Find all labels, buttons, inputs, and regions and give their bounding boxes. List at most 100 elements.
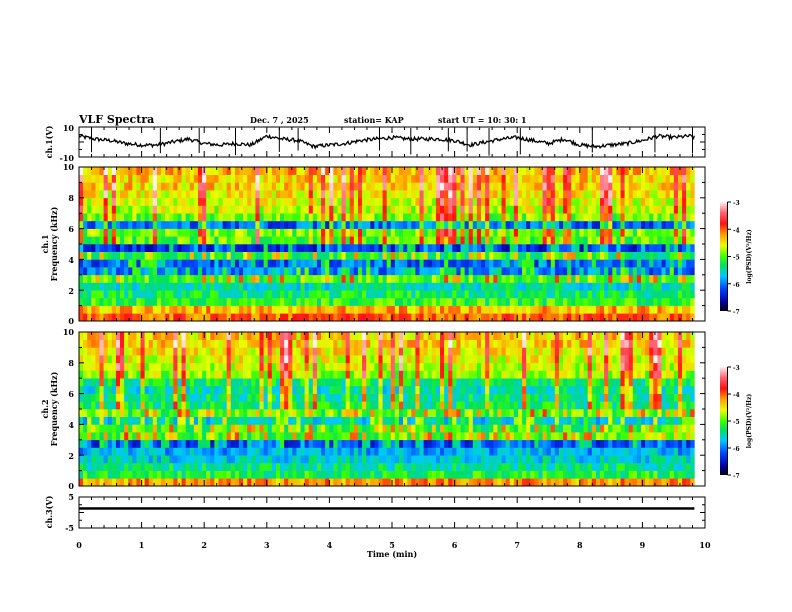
spectrogram-cell xyxy=(329,432,334,441)
spectrogram-cell xyxy=(288,409,293,417)
spectrogram-cell xyxy=(197,305,203,314)
spectrogram-cell xyxy=(563,228,568,237)
spectrogram-cell xyxy=(677,274,683,283)
spectrogram-cell xyxy=(419,236,424,245)
spectrogram-cell xyxy=(197,267,203,276)
spectrogram-cell xyxy=(394,424,400,433)
spectrogram-cell xyxy=(403,236,408,245)
spectrogram-cell xyxy=(95,228,100,237)
spectrogram-cell xyxy=(115,355,121,364)
spectrogram-cell xyxy=(193,462,199,471)
spectrogram-cell xyxy=(234,274,240,283)
spectrogram-cell xyxy=(419,297,424,306)
spectrogram-cell xyxy=(362,401,367,410)
spectrogram-cell xyxy=(206,290,211,299)
spectrogram-cell xyxy=(505,282,511,291)
spectrogram-cell xyxy=(538,174,543,183)
spectrogram-cell xyxy=(398,282,404,291)
spectrogram-cell xyxy=(91,447,96,456)
spectrogram-cell xyxy=(292,305,297,314)
spectrogram-cell xyxy=(197,447,203,456)
spectrogram-cell xyxy=(390,167,396,175)
spectrogram-cell xyxy=(144,332,150,340)
spectrogram-cell xyxy=(542,305,547,314)
spectrogram-cell xyxy=(296,370,301,379)
spectrogram-cell xyxy=(243,347,248,356)
spectrogram-cell xyxy=(152,267,158,276)
spectrogram-cell xyxy=(247,401,252,410)
spectrogram-cell xyxy=(120,251,125,260)
spectrogram-cell xyxy=(284,393,289,402)
spectrogram-cell xyxy=(378,455,383,464)
spectrogram-cell xyxy=(452,197,457,206)
spectrogram-cell xyxy=(288,478,293,487)
spectrogram-cell xyxy=(370,267,375,276)
spectrogram-cell xyxy=(440,197,445,206)
spectrogram-cell xyxy=(378,378,383,387)
spectrogram-cell xyxy=(218,401,223,410)
spectrogram-cell xyxy=(202,462,207,471)
spectrogram-cell xyxy=(263,339,269,348)
spectrogram-cell xyxy=(628,167,634,175)
spectrogram-cell xyxy=(444,174,449,183)
spectrogram-cell xyxy=(120,174,125,183)
spectrogram-cell xyxy=(567,182,572,191)
spectrogram-cell xyxy=(280,251,285,260)
spectrogram-cell xyxy=(493,205,498,214)
date-label: Dec. 7 , 2025 xyxy=(250,115,309,125)
spectrogram-cell xyxy=(472,313,478,322)
spectrogram-cell xyxy=(103,362,109,371)
spectrogram-cell xyxy=(595,182,601,191)
spectrogram-cell xyxy=(333,182,338,191)
spectrogram-cell xyxy=(132,339,137,348)
spectrogram-cell xyxy=(156,251,162,260)
spectrogram-cell xyxy=(427,470,433,479)
spectrogram-cell xyxy=(173,236,178,245)
spectrogram-cell xyxy=(226,401,232,410)
spectrogram-cell xyxy=(222,332,227,340)
spectrogram-cell xyxy=(271,182,277,191)
spectrogram-cell xyxy=(554,205,560,214)
spectrogram-cell xyxy=(91,259,96,268)
spectrogram-cell xyxy=(193,251,199,260)
spectrogram-cell xyxy=(370,305,375,314)
spectrogram-cell xyxy=(292,313,297,322)
spectrogram-cell xyxy=(234,370,240,379)
spectrogram-cell xyxy=(411,244,416,252)
spectrogram-cell xyxy=(341,167,346,175)
spectrogram-cell xyxy=(173,470,178,479)
spectrogram-cell xyxy=(398,378,404,387)
spectrogram-cell xyxy=(222,439,227,448)
spectrogram-cell xyxy=(673,313,679,322)
spectrogram-cell xyxy=(554,313,560,322)
spectrogram-cell xyxy=(394,182,400,191)
spectrogram-cell xyxy=(382,313,387,322)
spectrogram-cell xyxy=(386,236,392,245)
spectrogram-cell xyxy=(243,282,248,291)
spectrogram-cell xyxy=(554,174,560,183)
spectrogram-cell xyxy=(517,182,523,191)
spectrogram-cell xyxy=(501,290,506,299)
spectrogram-cell xyxy=(378,362,383,371)
spectrogram-cell xyxy=(115,455,121,464)
spectrogram-cell xyxy=(247,385,252,394)
spectrogram-cell xyxy=(284,267,289,276)
spectrogram-cell xyxy=(464,290,470,299)
spectrogram-cell xyxy=(386,424,392,433)
spectrogram-cell xyxy=(641,190,646,199)
spectrogram-cell xyxy=(407,393,412,402)
spectrogram-cell xyxy=(567,259,572,268)
spectrogram-cell xyxy=(144,393,150,402)
spectrogram-cell xyxy=(173,355,178,364)
spectrogram-cell xyxy=(152,282,158,291)
spectrogram-cell xyxy=(83,213,88,222)
spectrogram-cell xyxy=(222,339,227,348)
spectrogram-cell xyxy=(357,362,363,371)
spectrogram-cell xyxy=(345,174,351,183)
spectrogram-cell xyxy=(259,385,264,394)
spectrogram-cell xyxy=(189,220,195,229)
spectrogram-cell xyxy=(197,378,203,387)
spectrogram-cell xyxy=(616,251,621,260)
spectrogram-cell xyxy=(661,197,666,206)
spectrogram-cell xyxy=(156,378,162,387)
